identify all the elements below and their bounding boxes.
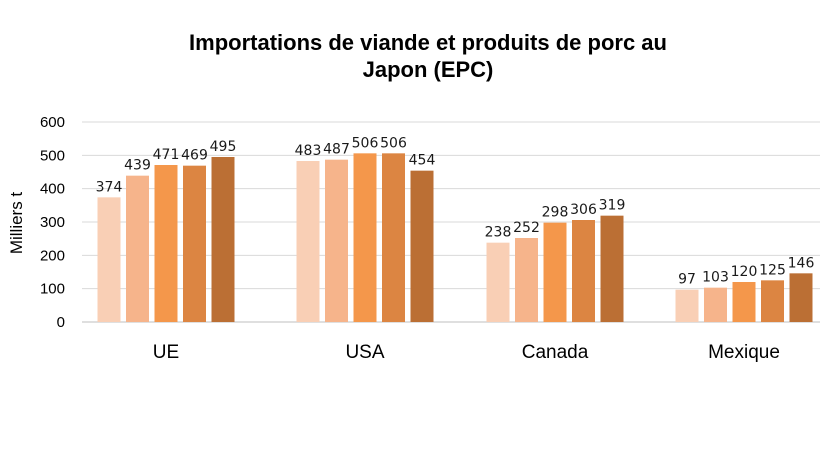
- x-axis-categories: UE USA Canada Mexique: [153, 342, 780, 363]
- data-label: 469: [181, 148, 208, 164]
- bar: [183, 165, 206, 322]
- data-label: 439: [124, 158, 151, 174]
- x-category-label: UE: [153, 342, 179, 363]
- data-label: 97: [678, 272, 696, 288]
- bar: [296, 161, 320, 322]
- data-label: 319: [599, 198, 626, 214]
- x-category-label: Mexique: [708, 342, 780, 363]
- bar: [675, 289, 699, 322]
- data-label: 506: [380, 135, 407, 151]
- data-label: 483: [295, 143, 322, 159]
- bar: [789, 273, 813, 322]
- chart-title-line-2: Japon (EPC): [363, 57, 494, 82]
- x-category-label: USA: [345, 342, 384, 363]
- data-label: 252: [513, 220, 540, 236]
- data-label: 120: [731, 264, 758, 280]
- y-tick-label: 500: [40, 147, 65, 164]
- data-label: 506: [352, 135, 379, 151]
- y-tick-label: 300: [40, 214, 65, 231]
- data-label: 495: [210, 139, 237, 155]
- y-tick-label: 0: [57, 314, 65, 331]
- bar: [382, 153, 405, 322]
- y-axis-label: Milliers t: [7, 192, 26, 255]
- bar: [704, 287, 727, 322]
- bar: [211, 157, 235, 322]
- data-label: 238: [485, 225, 512, 241]
- data-label: 298: [542, 205, 569, 221]
- bar: [325, 159, 348, 322]
- data-label: 374: [96, 179, 123, 195]
- data-label: 103: [702, 270, 729, 286]
- data-label: 125: [759, 262, 786, 278]
- bar: [515, 238, 538, 322]
- bar: [572, 220, 595, 322]
- bar: [126, 175, 149, 322]
- data-label: 146: [788, 255, 815, 271]
- bar: [97, 197, 121, 322]
- data-label: 454: [409, 153, 436, 169]
- bar: [486, 242, 510, 322]
- bars: [97, 153, 813, 322]
- x-category-label: Canada: [522, 342, 589, 363]
- y-tick-label: 200: [40, 247, 65, 264]
- chart-title-line-1: Importations de viande et produits de po…: [189, 30, 667, 55]
- bar: [600, 215, 624, 322]
- data-label: 487: [323, 142, 350, 158]
- data-label: 471: [153, 147, 180, 163]
- y-axis-ticks: 0 100 200 300 400 500 600: [40, 114, 65, 331]
- bar: [543, 222, 567, 322]
- bar: [761, 280, 784, 322]
- bar: [732, 282, 756, 322]
- y-tick-label: 400: [40, 181, 65, 198]
- bar: [410, 170, 434, 322]
- y-tick-label: 600: [40, 114, 65, 131]
- data-label: 306: [570, 202, 597, 218]
- y-tick-label: 100: [40, 281, 65, 298]
- bar: [154, 165, 178, 322]
- bar: [353, 153, 377, 322]
